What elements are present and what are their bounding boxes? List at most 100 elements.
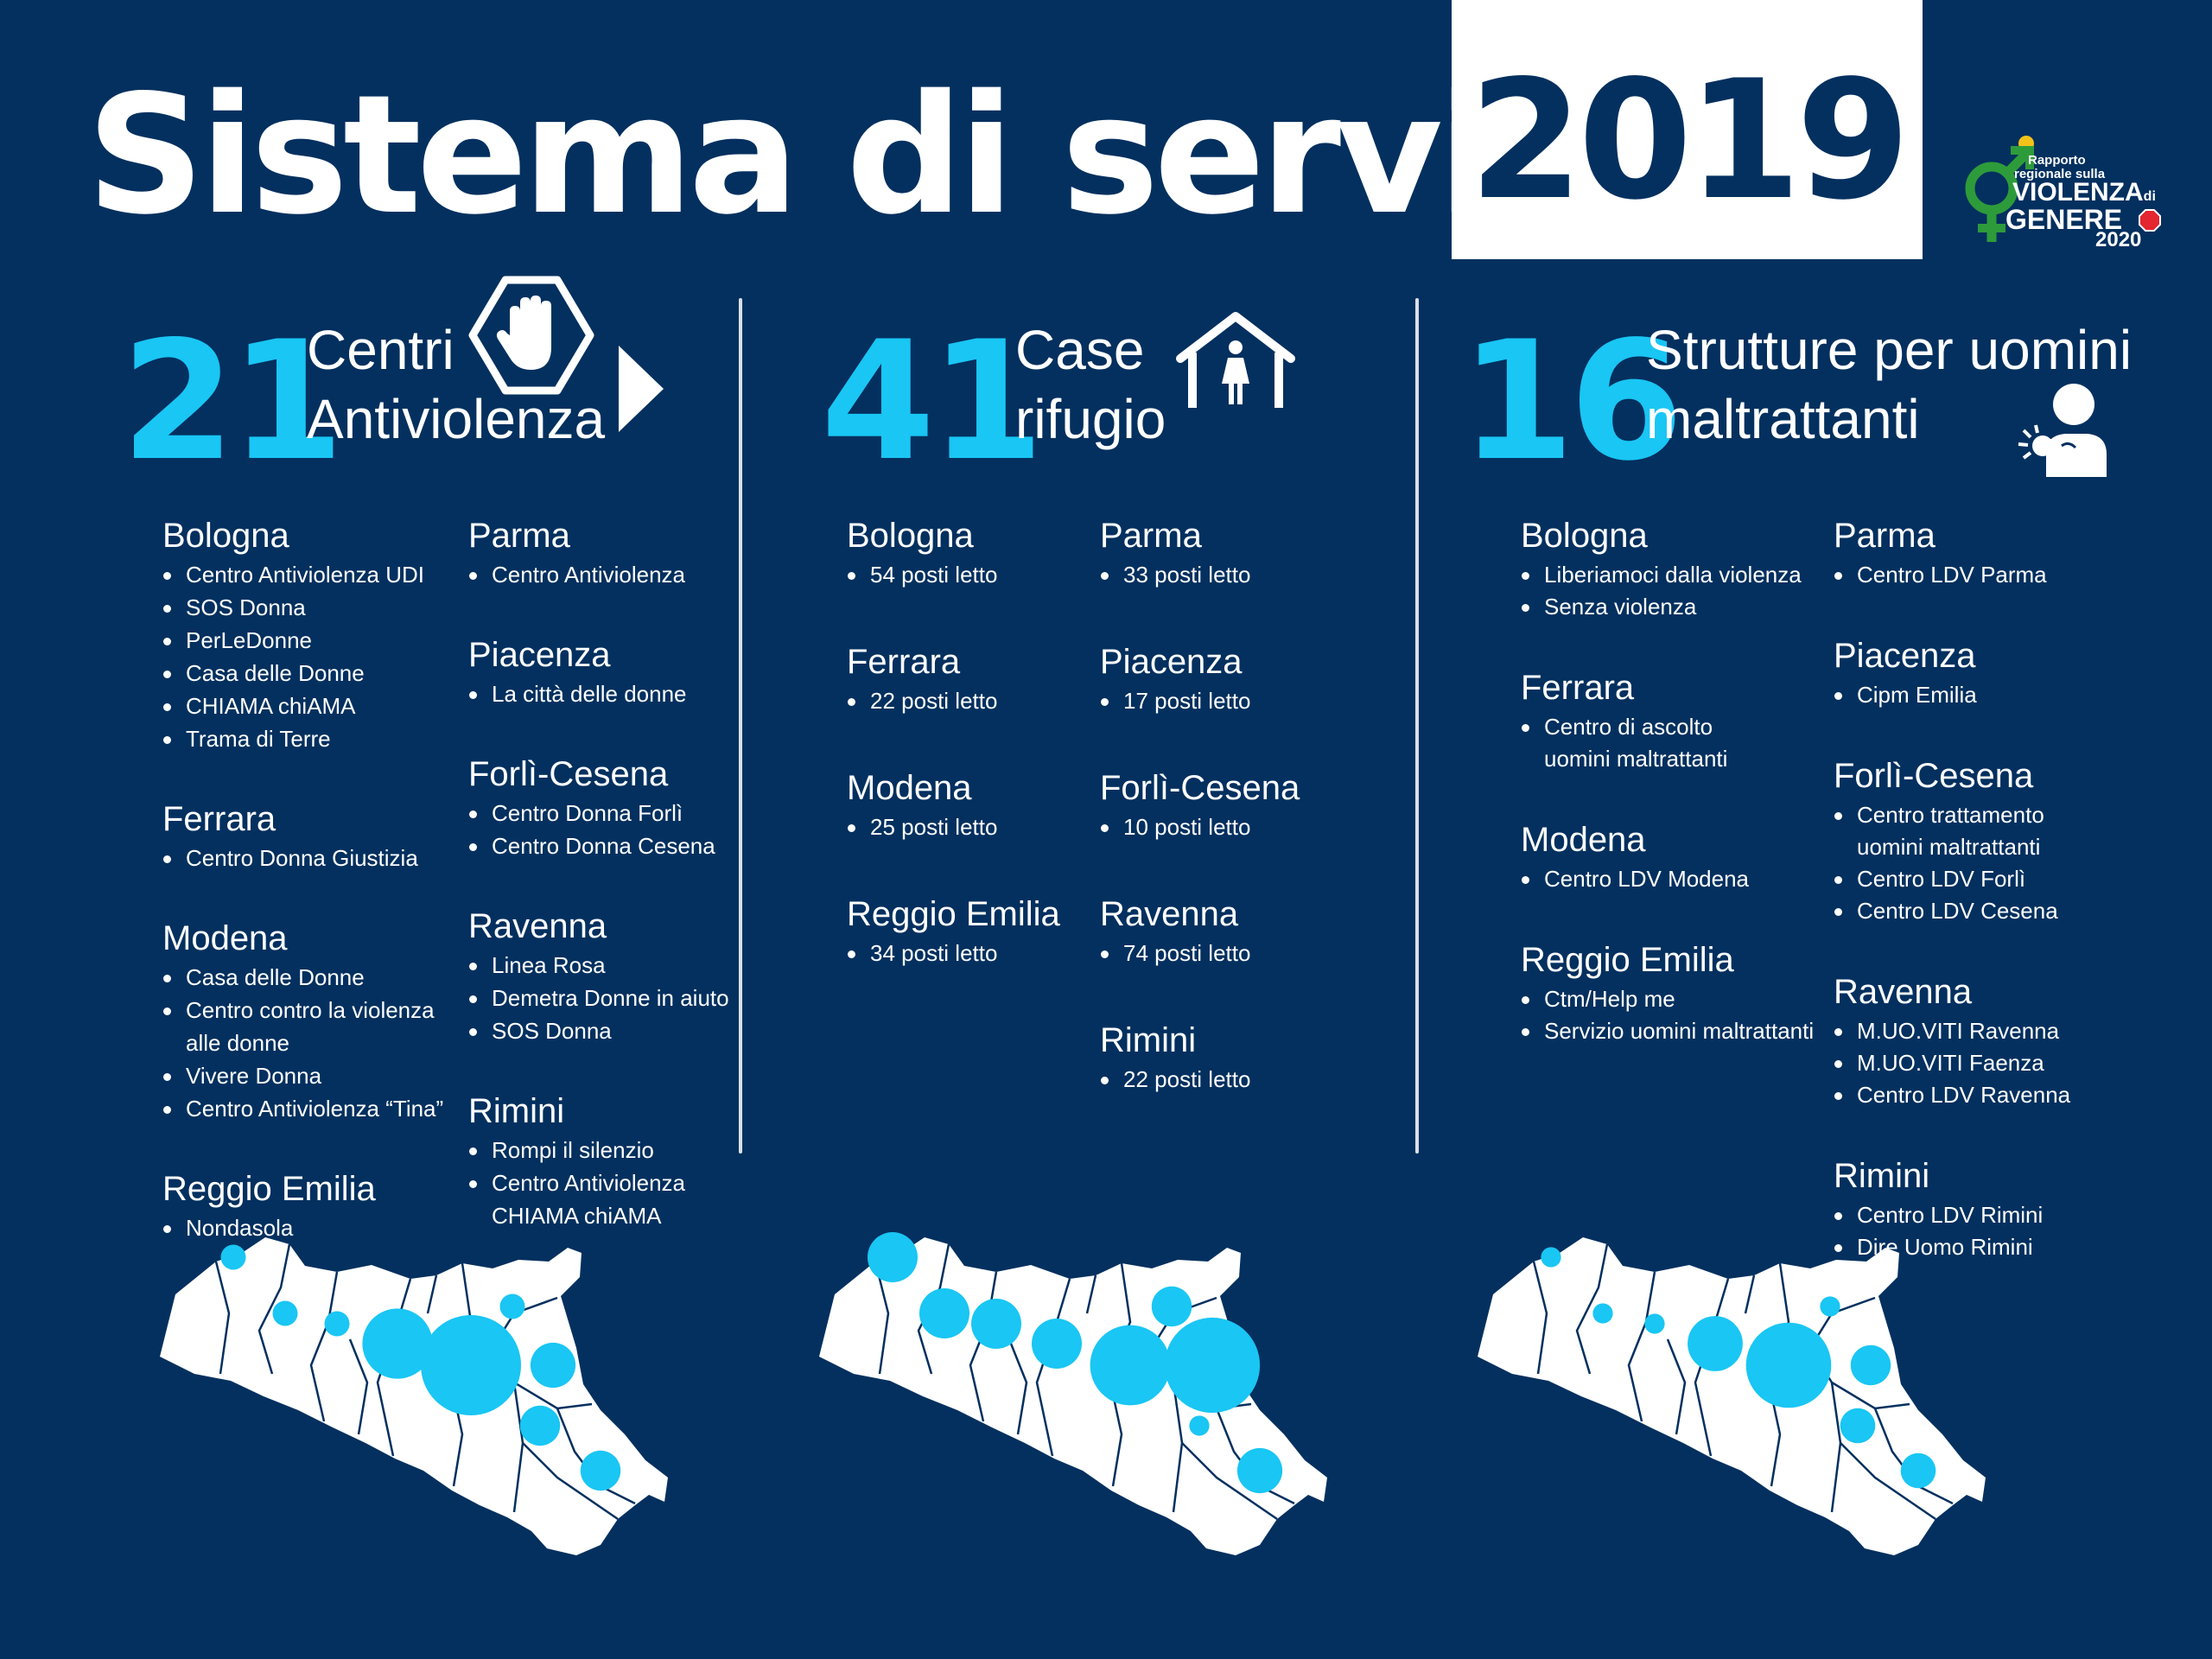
city-heading: Parma [468,517,570,555]
city-heading: Bologna [847,517,974,555]
city-heading: Forlì-Cesena [1834,757,2034,795]
list-item: 10 posti letto [1100,816,1250,838]
city-heading: Reggio Emilia [847,895,1060,933]
city-heading: Ravenna [468,907,607,945]
province-bubble [220,1244,246,1270]
page-title: Sistema di servizi [86,60,1636,251]
list-item: Centro LDV Forlì [1834,868,2025,890]
list-item: Centro di ascolto [1521,715,1713,738]
city-heading: Ravenna [1100,895,1239,933]
province-bubble [580,1450,621,1491]
list-item: Vivere Donna [162,1065,321,1087]
province-bubble [519,1405,561,1446]
map-case-rifugio [819,1232,1327,1555]
province-border [1007,1338,1028,1435]
province-border [257,1243,291,1375]
aggressor-man-icon [2018,384,2107,477]
list-item: M.UO.VITI Ravenna [1834,1020,2059,1042]
province-border [426,1274,438,1314]
city-heading: Piacenza [468,636,611,674]
region-outline [819,1237,1327,1555]
list-item: SOS Donna [468,1020,612,1042]
list-item: 74 posti letto [1100,942,1250,964]
province-border [1840,1442,1936,1521]
list-item: Trama di Terre [162,728,331,750]
list-item: Centro trattamento [1834,804,2044,826]
city-heading: Rimini [1100,1021,1197,1059]
list-item: Rompi il silenzio [468,1139,654,1161]
column-divider-1 [739,298,742,1154]
map-centri-antiviolenza [160,1237,668,1555]
list-item: Senza violenza [1521,595,1696,618]
city-heading: Modena [162,919,288,957]
province-border [1627,1271,1656,1422]
province-border [1085,1274,1097,1314]
province-bubble [868,1232,918,1282]
shelter-house-icon [1176,312,1295,408]
stop-hand-icon [468,276,594,395]
logo-line-1: Rapporto [2028,153,2086,168]
list-item: La città delle donne [468,683,687,705]
list-item: 34 posti letto [847,942,997,964]
province-bubble [1236,1447,1283,1494]
label-strutture-uomini: Strutture per uomini maltrattanti [1646,315,2132,454]
list-item: Centro Antiviolenza [468,1172,685,1194]
province-bubble [919,1288,969,1338]
label-line: Case [1015,319,1145,381]
count-strutture-uomini: 16 [1460,306,1683,497]
province-bubble [1151,1286,1192,1327]
list-item: 22 posti letto [847,690,997,712]
list-item: Servizio uomini maltrattanti [1521,1020,1814,1042]
list-item: Liberiamoci dalla violenza [1521,563,1802,586]
province-bubble [1900,1452,1936,1489]
city-heading: Bologna [162,517,289,555]
province-bubble [1745,1322,1832,1408]
province-bubble [971,1299,1021,1349]
city-heading: Ferrara [162,800,276,838]
label-line: Antiviolenza [307,388,606,450]
list-item: CHIAMA chiAMA [162,695,356,717]
list-item: PerLeDonne [162,629,312,652]
province-border [522,1442,619,1521]
list-item: Centro Antiviolenza UDI [162,563,424,586]
count-centri-antiviolenza: 21 [121,306,344,497]
province-border [1181,1442,1278,1521]
list-item: CHIAMA chiAMA [492,1203,662,1229]
province-border [874,1261,890,1375]
province-bubble [1592,1303,1613,1324]
province-bubble [1032,1319,1082,1369]
province-bubble [499,1294,525,1319]
stop-sign-icon [2139,209,2161,232]
list-item: 17 posti letto [1100,690,1250,712]
label-case-rifugio: Case rifugio [1015,315,1166,454]
venus-mars-icon [1965,136,2034,242]
list-item: Nondasola [162,1217,293,1239]
logo-line-4: GENERE [2005,204,2123,235]
logo-line-2: regionale sulla [2014,167,2106,181]
column-divider-2 [1415,298,1419,1154]
list-item: Centro Donna Forlì [468,802,683,824]
province-bubble [1189,1415,1210,1436]
province-bubble [362,1308,433,1379]
province-bubble [1850,1344,1891,1386]
province-bubble [1820,1296,1840,1317]
list-item: Centro LDV Rimini [1834,1204,2043,1226]
list-item: Centro Antiviolenza “Tina” [162,1097,443,1120]
logo-line-5: 2020 [2095,228,2142,251]
province-border [214,1261,231,1375]
province-border [309,1271,339,1422]
city-heading: Parma [1834,517,1936,555]
city-heading: Ferrara [847,643,961,681]
list-item: 22 posti letto [1100,1068,1250,1090]
city-heading: Piacenza [1100,643,1243,681]
list-item: SOS Donna [162,596,306,619]
province-bubble [530,1342,576,1389]
province-bubble [421,1315,521,1415]
list-item: Centro LDV Ravenna [1834,1084,2070,1106]
label-centri-antiviolenza: Centri Antiviolenza [307,315,605,454]
list-item: Centro LDV Cesena [1834,899,2058,922]
city-heading: Piacenza [1834,637,1976,675]
city-heading: Rimini [468,1092,565,1130]
report-logo: Rapporto regionale sulla VIOLENZAdi GENE… [1957,128,2182,251]
list-item: 25 posti letto [847,816,997,838]
